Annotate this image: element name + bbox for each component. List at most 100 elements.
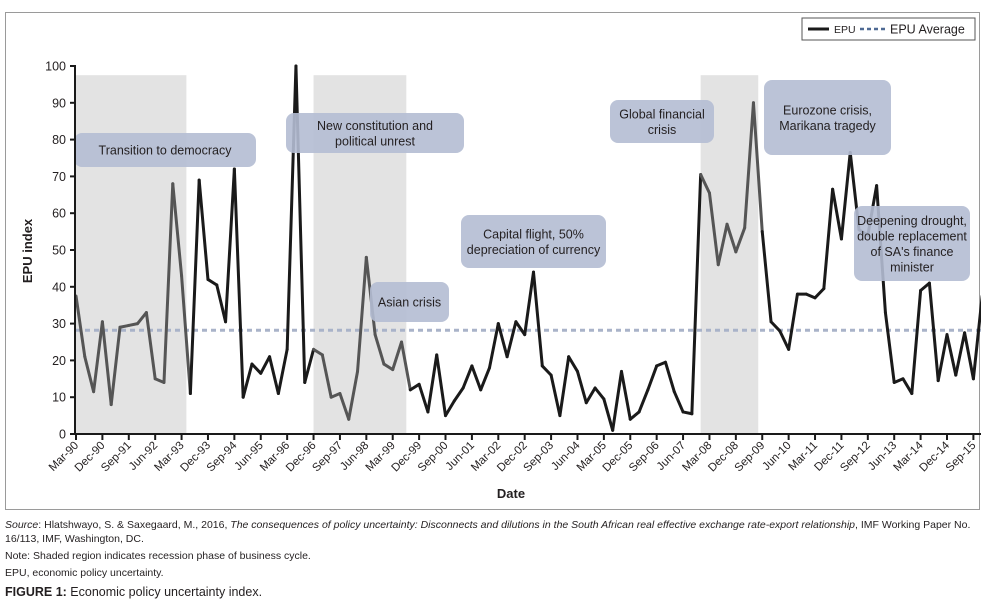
epu-segment bbox=[963, 331, 975, 381]
epu-segment bbox=[505, 320, 518, 359]
y-tick-label: 10 bbox=[52, 391, 66, 405]
epu-segment bbox=[488, 322, 500, 370]
epu-segment bbox=[839, 150, 852, 241]
epu-segment bbox=[356, 255, 368, 373]
legend-epu-label: EPU bbox=[834, 24, 856, 36]
annotation-text: Asian crisis bbox=[378, 296, 441, 310]
epu-segment bbox=[479, 366, 492, 392]
epu-segment bbox=[188, 178, 201, 396]
chart-frame: Transition to democracy New constitution … bbox=[5, 12, 981, 510]
annotation-box bbox=[610, 100, 714, 143]
epu-segment bbox=[276, 347, 289, 396]
annotation-text: crisis bbox=[648, 123, 676, 137]
epu-line-chart: Transition to democracy New constitution … bbox=[20, 17, 981, 501]
x-tick-label: Sep-00 bbox=[416, 440, 451, 475]
epu-segment bbox=[883, 311, 896, 384]
epu-segment bbox=[232, 167, 245, 399]
annotation-text: minister bbox=[890, 260, 934, 274]
y-tick-label: 50 bbox=[52, 244, 66, 258]
annotation-text: depreciation of currency bbox=[467, 243, 601, 257]
epu-segment bbox=[619, 369, 632, 421]
epu-segment bbox=[734, 226, 747, 254]
annotation-text: of SA's finance bbox=[871, 245, 954, 259]
source-authors: : Hlatshwayo, S. & Saxegaard, M., 2016, bbox=[38, 519, 231, 531]
x-tick-label: Sep-97 bbox=[310, 440, 345, 475]
epu-segment bbox=[743, 101, 755, 230]
annotation-box bbox=[286, 113, 464, 153]
figure-title-text: Economic policy uncertainty index. bbox=[66, 585, 263, 599]
source-rest: , IMF Working Paper No. 16/113, IMF, Was… bbox=[5, 519, 971, 545]
epu-segment bbox=[136, 311, 148, 326]
source-caption: Source: Hlatshwayo, S. & Saxegaard, M., … bbox=[5, 518, 985, 546]
epu-segment bbox=[514, 320, 527, 337]
epu-segment bbox=[954, 331, 967, 377]
epu-segment bbox=[162, 182, 175, 384]
epu-segment bbox=[690, 173, 703, 416]
annotation-box bbox=[461, 215, 606, 268]
epu-segment bbox=[144, 311, 157, 381]
epu-segment bbox=[435, 353, 448, 418]
annotation-text: Eurozone crisis, bbox=[783, 103, 872, 117]
epu-segment bbox=[567, 355, 579, 373]
epu-segment bbox=[804, 292, 817, 300]
epu-segment bbox=[699, 173, 711, 195]
epu-segment bbox=[312, 347, 324, 357]
epu-segment bbox=[787, 292, 799, 351]
epu-segment bbox=[100, 320, 113, 407]
epu-segment bbox=[910, 288, 923, 396]
epu-segment bbox=[523, 270, 535, 337]
figure-label: FIGURE 1: bbox=[5, 585, 67, 599]
epu-segment bbox=[602, 397, 615, 432]
epu-segment bbox=[611, 369, 623, 432]
epu-segment bbox=[206, 277, 219, 287]
epu-segment bbox=[531, 270, 544, 368]
epu-segment bbox=[672, 390, 685, 414]
y-tick-label: 80 bbox=[52, 133, 66, 147]
epu-segment bbox=[901, 377, 914, 396]
epu-segment bbox=[496, 322, 509, 359]
annotation-box bbox=[764, 80, 891, 155]
epu-segment bbox=[83, 355, 96, 394]
epu-segment bbox=[769, 320, 782, 333]
annotation-box bbox=[74, 133, 256, 167]
epu-segment bbox=[725, 222, 738, 254]
legend-box bbox=[801, 17, 976, 41]
y-tick-label: 90 bbox=[52, 96, 66, 110]
epu-segment bbox=[945, 333, 958, 377]
legend-average-label: EPU Average bbox=[890, 23, 965, 37]
epu-segment bbox=[628, 410, 641, 421]
epu-segment bbox=[813, 287, 826, 300]
x-tick-label: Sep-09 bbox=[733, 440, 768, 475]
epu-segment bbox=[373, 333, 386, 366]
epu-segment bbox=[558, 355, 571, 418]
abbreviation-caption: EPU, economic policy uncertainty. bbox=[5, 567, 164, 579]
epu-segment bbox=[417, 382, 430, 414]
epu-segment bbox=[426, 353, 439, 414]
x-tick-label: Sep-15 bbox=[944, 440, 979, 475]
epu-segment bbox=[655, 360, 667, 368]
x-tick-label: Sep-12 bbox=[838, 440, 873, 475]
annotation-box bbox=[854, 206, 970, 281]
annotation-box bbox=[370, 282, 449, 322]
epu-segment bbox=[461, 364, 474, 390]
epu-segment bbox=[197, 178, 210, 281]
annotation-text: Transition to democracy bbox=[99, 144, 233, 158]
epu-segment bbox=[391, 340, 404, 372]
epu-segment bbox=[919, 281, 931, 292]
epu-segment bbox=[971, 295, 981, 381]
annotation-text: Deepening drought, bbox=[857, 214, 967, 228]
epu-segment bbox=[575, 369, 588, 405]
x-axis-title: Date bbox=[497, 486, 525, 501]
epu-segment bbox=[241, 362, 254, 399]
epu-segment bbox=[540, 364, 553, 377]
epu-segment bbox=[285, 64, 298, 351]
epu-segment bbox=[707, 191, 720, 267]
y-tick-label: 0 bbox=[59, 428, 66, 442]
note-caption: Note: Shaded region indicates recession … bbox=[5, 550, 311, 562]
epu-segment bbox=[637, 388, 650, 414]
epu-segment bbox=[716, 222, 729, 267]
epu-segment bbox=[936, 333, 949, 383]
epu-segment bbox=[180, 274, 192, 396]
x-tick-label: Sep-91 bbox=[99, 440, 134, 475]
annotation-text: Capital flight, 50% bbox=[483, 227, 584, 241]
